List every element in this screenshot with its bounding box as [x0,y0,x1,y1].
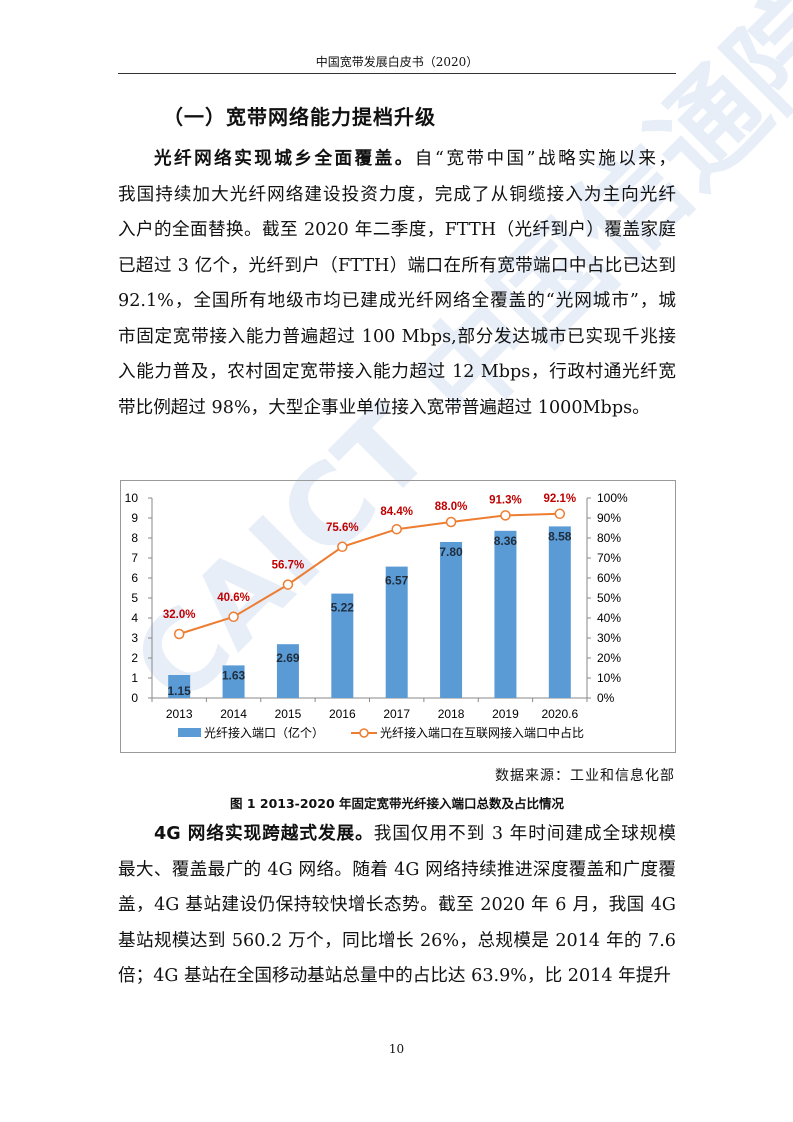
bar-label: 8.36 [494,534,518,548]
line-point [228,611,239,623]
left-tick-label: 4 [131,611,138,625]
lead-sentence: 光纤网络实现城乡全面覆盖。 [154,149,415,169]
legend-bar-label: 光纤接入端口（亿个） [204,725,324,740]
line-label: 56.7% [272,560,305,572]
line-label: 91.3% [489,494,522,506]
left-tick-label: 0 [131,691,138,705]
right-tick-label: 90% [597,511,621,525]
bar-label: 6.57 [385,574,409,588]
figure-caption: 图 1 2013-2020 年固定宽带光纤接入端口总数及占比情况 [229,796,565,811]
right-tick-label: 40% [597,611,621,625]
line-label: 75.6% [326,522,359,534]
x-tick-label: 2015 [275,707,302,721]
line-series [178,512,560,635]
right-tick-label: 80% [597,531,621,545]
bar-label: 1.15 [168,684,192,698]
text-line: 已超过 3 亿个，光纤到户（FTTH）端口在所有宽带端口中占比已达到 [118,255,676,276]
right-tick-label: 70% [597,551,621,565]
bar-label: 1.63 [222,668,246,682]
left-tick-label: 9 [131,511,138,525]
line-point [337,541,348,553]
bar-label: 8.58 [548,529,572,543]
line-label: 92.1% [544,493,577,505]
right-tick-label: 100% [597,491,628,505]
bar-line-chart: 0123456789100%10%20%30%40%50%60%70%80%90… [125,491,628,740]
bar [331,593,354,698]
legend-bar-swatch [178,728,201,737]
bar [385,566,408,698]
x-tick-label: 2014 [220,707,247,721]
line-point [282,579,294,590]
bar-label: 5.22 [331,601,355,615]
line-text: 我国仅用不到 3 年时间建成全球规模 [373,824,676,844]
left-tick-label: 7 [131,551,138,565]
text-line: 入户的全面替换。截至 2020 年二季度，FTTH（光纤到户）覆盖家庭 [118,220,676,240]
text-line: 倍；4G 基站在全国移动基站总量中的占比达 63.9%，比 2014 年提升 [118,966,671,986]
text-line: 最大、覆盖最广的 4G 网络。随着 4G 网络持续推进深度覆盖和广度覆 [118,859,676,880]
line-point [173,628,185,640]
bar [494,530,517,698]
bar [276,644,299,698]
right-tick-label: 0% [597,691,615,705]
legend-line-label: 光纤接入端口在互联网接入端口中占比 [380,725,584,740]
right-tick-label: 50% [597,591,621,605]
chart-figure: 0 1 2 3 4 5 6 7 8 9 10 0% 10% 20% 30% 40% 50% 60% 70% 80% 90… [120,480,676,753]
right-tick-label: 60% [597,571,621,585]
line-point [500,510,511,521]
line-label: 88.0% [435,501,468,513]
line-point [445,516,457,528]
line-text: 自“宽带中国”战略实施以来， [414,149,676,169]
section-title: （一）宽带网络能力提档升级 [163,105,436,129]
left-tick-label: 5 [131,591,138,605]
right-tick-label: 10% [597,671,621,685]
paragraph-4g: 4G 网络实现跨越式发展。我国仅用不到 3 年时间建成全球规模最大、覆盖最广的 … [118,817,676,995]
x-tick-label: 2017 [383,707,410,721]
bar [222,665,245,698]
bar-label: 7.80 [439,545,463,559]
line-label: 84.4% [380,506,413,518]
x-tick-label: 2019 [492,707,519,721]
line-point [391,523,402,535]
line-label: 40.6% [217,592,250,604]
x-tick-label: 2020.6 [541,707,578,721]
text-line: 光纤网络实现城乡全面覆盖。自“宽带中国”战略实施以来， [118,142,676,178]
lead-sentence: 4G 网络实现跨越式发展。 [154,824,374,844]
running-header: 中国宽带发展白皮书（2020） [315,55,479,69]
x-tick-label: 2016 [329,707,356,721]
text-line: 基站规模达到 560.2 万个，同比增长 26%，总规模是 2014 年的 7.… [118,930,676,951]
text-line: 市固定宽带接入能力普遍超过 100 Mbps,部分发达城市已实现千兆接 [118,326,676,347]
paragraph-fiber: 光纤网络实现城乡全面覆盖。自“宽带中国”战略实施以来， 我国持续加大光纤网络建设投… [118,142,676,426]
right-tick-label: 20% [597,651,621,665]
bar [548,526,571,698]
left-tick-label: 8 [131,531,138,545]
text-line: 带比例超过 98%，大型企事业单位接入宽带普遍超过 1000Mbps。 [118,397,650,418]
line-label: 32.0% [163,609,196,621]
left-tick-label: 10 [125,491,139,505]
data-source: 数据来源：工业和信息化部 [495,768,675,784]
text-line: 我国持续加大光纤网络建设投资力度，完成了从铜缆接入为主向光纤 [118,184,676,205]
bar-label: 2.69 [276,651,300,665]
header-divider [118,73,676,74]
left-tick-label: 2 [131,651,138,665]
right-tick-label: 30% [597,631,621,645]
text-line: 入能力普及，农村固定宽带接入能力超过 12 Mbps，行政村通光纤宽 [118,362,676,382]
text-line: 4G 网络实现跨越式发展。我国仅用不到 3 年时间建成全球规模 [118,817,676,853]
bar [440,542,463,698]
page-number: 10 [388,1042,405,1056]
legend-line-marker [359,728,369,738]
text-line: 盖，4G 基站建设仍保持较快增长态势。截至 2020 年 6 月，我国 4G [118,895,676,915]
bar [168,675,191,698]
line-point [554,508,566,520]
left-tick-label: 6 [131,571,138,585]
left-tick-label: 1 [131,671,138,685]
left-tick-label: 3 [131,631,138,645]
text-line: 92.1%，全国所有地级市均已建成光纤网络全覆盖的“光网城市”，城 [118,291,676,311]
x-tick-label: 2018 [438,707,465,721]
x-tick-label: 2013 [166,707,193,721]
